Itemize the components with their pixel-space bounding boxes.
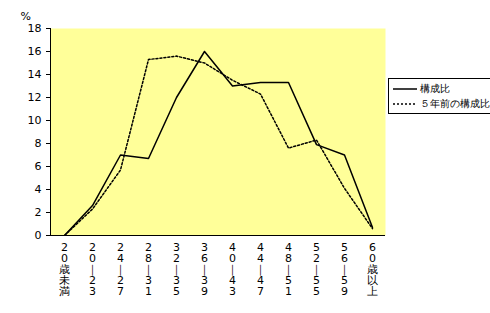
svg-text:14: 14 [28, 68, 42, 81]
svg-text:36｜39: 36｜39 [199, 241, 210, 298]
svg-text:0: 0 [35, 229, 42, 242]
svg-text:52｜55: 52｜55 [311, 241, 322, 298]
svg-text:32｜35: 32｜35 [171, 241, 182, 298]
svg-text:20歳未満: 20歳未満 [59, 241, 70, 298]
svg-text:16: 16 [28, 45, 42, 58]
html-text:５年前の構成比: ５年前の構成比 [420, 98, 490, 109]
svg-text:44｜47: 44｜47 [255, 241, 266, 298]
svg-text:%: % [21, 10, 31, 23]
html-text:構成比: 構成比 [420, 83, 450, 94]
svg-text:56｜59: 56｜59 [339, 241, 350, 298]
svg-text:10: 10 [28, 114, 42, 127]
svg-text:18: 18 [28, 22, 42, 35]
svg-text:2: 2 [35, 206, 42, 219]
svg-text:4: 4 [35, 183, 42, 196]
svg-text:12: 12 [28, 91, 42, 104]
svg-text:6: 6 [35, 160, 42, 173]
svg-text:24｜27: 24｜27 [115, 241, 126, 298]
svg-text:28｜31: 28｜31 [143, 241, 154, 298]
svg-text:40｜43: 40｜43 [227, 241, 238, 298]
svg-text:60歳以上: 60歳以上 [367, 241, 378, 298]
svg-text:48｜51: 48｜51 [283, 241, 294, 298]
svg-text:8: 8 [35, 137, 42, 150]
svg-text:20｜23: 20｜23 [87, 241, 98, 298]
